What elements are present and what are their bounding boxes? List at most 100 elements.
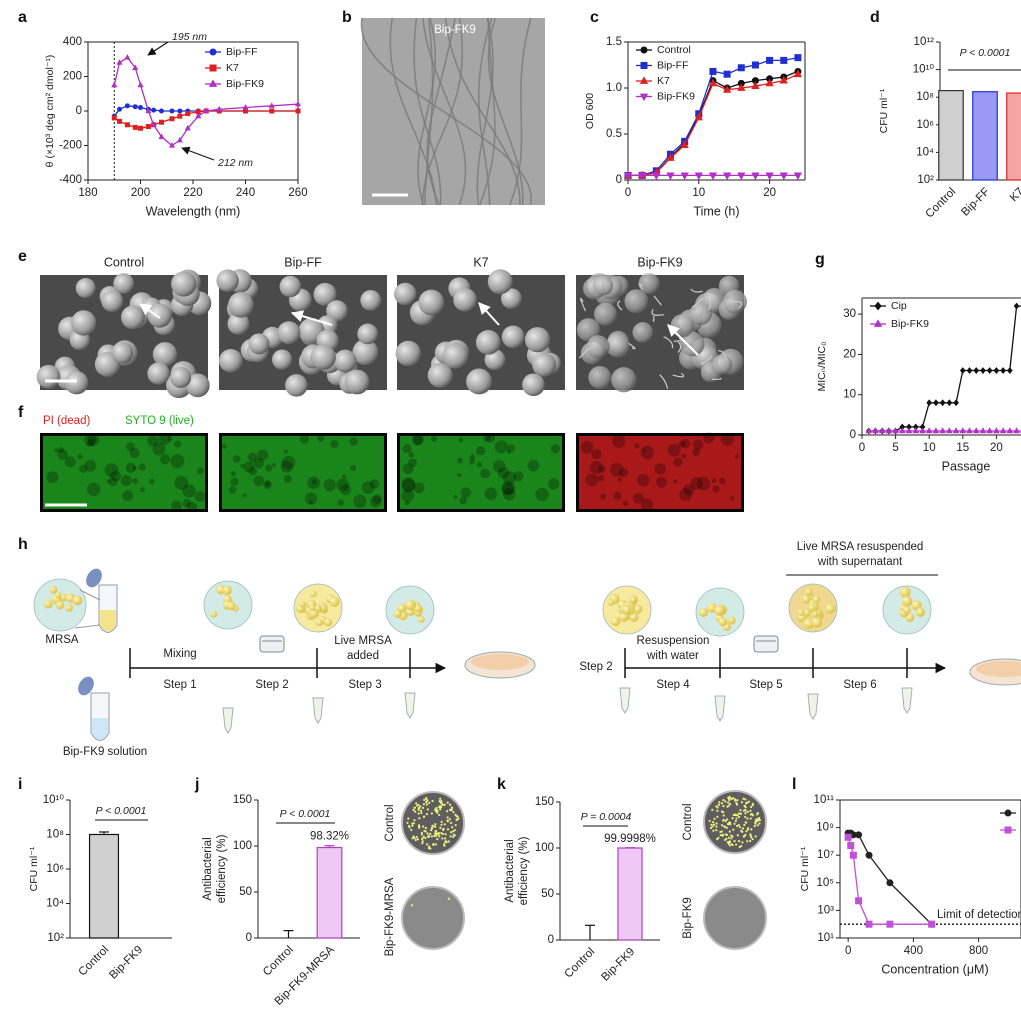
marker	[680, 172, 689, 181]
marker	[124, 122, 130, 128]
colony	[422, 835, 425, 838]
marker	[765, 172, 774, 181]
fiber	[417, 17, 436, 206]
colony	[753, 824, 756, 828]
y-tick-label: 10⁴	[46, 898, 64, 910]
series-line	[628, 56, 799, 177]
marker	[737, 64, 745, 72]
series-line	[628, 73, 799, 177]
speckle	[456, 472, 462, 478]
annotation: P < 0.0001	[96, 805, 147, 817]
bacterium	[71, 310, 97, 336]
speckle	[253, 475, 265, 487]
reagent-label: Bip-FK9 solution	[63, 746, 147, 758]
reagent-label: MRSA	[45, 634, 79, 646]
y-tick-label: 20	[843, 348, 856, 360]
speckle	[506, 449, 511, 454]
image-title: Bip-FK9	[637, 255, 682, 269]
marker	[946, 427, 953, 434]
speckle	[361, 481, 375, 495]
speckle	[87, 434, 100, 446]
speckle	[402, 463, 414, 475]
speckle	[152, 442, 166, 456]
speckle	[535, 487, 549, 502]
colony	[721, 834, 724, 837]
step-action: added	[347, 650, 379, 662]
marker	[973, 367, 980, 374]
speckle	[642, 448, 647, 453]
marker	[926, 399, 933, 407]
colony	[740, 844, 743, 848]
microtube	[312, 697, 324, 724]
y-tick-label: 50	[239, 886, 252, 898]
colony	[437, 833, 440, 836]
colony	[439, 797, 442, 800]
confocal-signal	[222, 436, 384, 509]
marker	[946, 399, 953, 407]
legend-label: Bip-FK9	[226, 78, 264, 90]
marker	[933, 399, 939, 407]
step-action: Mixing	[163, 648, 196, 660]
marker	[959, 427, 967, 434]
colony	[756, 824, 759, 827]
cell	[329, 596, 340, 607]
speckle	[281, 455, 296, 470]
speckle	[412, 435, 423, 445]
marker	[722, 172, 732, 181]
colony	[743, 834, 746, 838]
bacterium	[333, 349, 357, 373]
colony	[414, 838, 417, 842]
marker	[993, 427, 1000, 434]
marker	[1013, 427, 1020, 434]
colony	[447, 840, 450, 843]
colony	[416, 838, 419, 841]
pointer-arrow	[667, 324, 699, 356]
chart: 0 50 100 150 Control Bip-FK9 Antibacterial effi…	[504, 796, 660, 984]
legend-label: PI (dead)	[43, 415, 90, 427]
x-tick-label: Control	[261, 944, 296, 979]
bacterium	[624, 289, 649, 314]
fiber	[479, 17, 496, 206]
speckle	[337, 499, 345, 506]
fibril	[628, 342, 636, 350]
bacterium	[501, 288, 522, 309]
marker	[640, 46, 648, 54]
bar	[972, 91, 998, 181]
y-tick-label: 150	[535, 796, 554, 808]
speckle	[370, 496, 382, 508]
bacterium	[427, 362, 453, 388]
cell	[413, 604, 422, 613]
bacterium	[344, 369, 370, 395]
panel-label: b	[342, 9, 352, 26]
colony	[717, 836, 720, 839]
y-axis-label: MICₙ/MIC₀	[816, 342, 828, 392]
colony	[440, 802, 444, 805]
panel-label: d	[870, 9, 880, 26]
panel-label: j	[194, 776, 199, 793]
speckle	[401, 489, 415, 503]
colony	[440, 799, 443, 803]
image-title: Control	[104, 255, 144, 269]
colony	[739, 809, 742, 812]
colony	[430, 812, 434, 815]
bacterium	[313, 282, 337, 306]
marker	[986, 367, 993, 374]
speckle	[340, 484, 352, 496]
marker	[137, 81, 144, 88]
fiber	[413, 17, 442, 206]
colony	[712, 829, 715, 832]
cell	[226, 601, 236, 611]
marker	[680, 140, 689, 148]
colony	[754, 822, 757, 825]
colony	[725, 837, 728, 840]
marker	[1004, 809, 1012, 817]
cell	[309, 590, 317, 598]
colony	[757, 818, 760, 821]
cell	[915, 607, 925, 617]
fiber	[424, 17, 434, 206]
fibril	[672, 372, 685, 378]
colony	[735, 817, 738, 820]
y-axis-label: CFU ml⁻¹	[799, 846, 811, 891]
colony	[410, 904, 414, 907]
marker	[159, 108, 164, 114]
